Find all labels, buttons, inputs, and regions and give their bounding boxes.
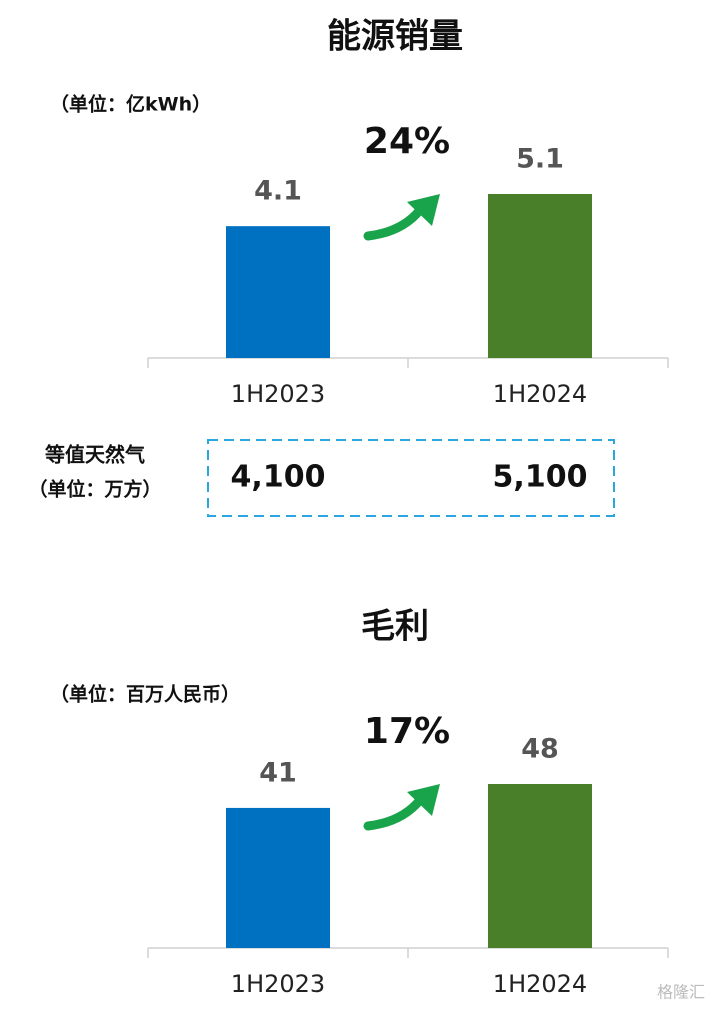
value-label: 5.1	[516, 144, 564, 175]
growth-arrowhead	[407, 194, 440, 226]
x-tick-label: 1H2023	[231, 380, 325, 408]
growth-arrowhead	[407, 784, 440, 816]
x-tick-label: 1H2024	[493, 970, 587, 998]
growth-arrow	[363, 795, 425, 831]
x-tick-label: 1H2023	[231, 970, 325, 998]
equivalent-unit: （单位：万方）	[28, 478, 161, 501]
growth-annotation: 17%	[364, 711, 450, 752]
chart-title: 毛利	[361, 607, 429, 647]
bar	[226, 226, 330, 358]
equivalent-label: 等值天然气	[45, 443, 145, 467]
value-label: 48	[521, 734, 559, 765]
watermark: 格隆汇	[657, 983, 705, 1002]
equivalent-value: 5,100	[493, 460, 588, 495]
value-label: 41	[259, 757, 297, 788]
bar	[226, 807, 330, 948]
growth-arrow	[363, 205, 425, 241]
bar	[488, 194, 592, 358]
equivalent-value: 4,100	[231, 460, 326, 495]
x-tick-label: 1H2024	[493, 380, 587, 408]
unit-label: （单位：百万人民币）	[50, 683, 240, 706]
value-label: 4.1	[254, 176, 302, 207]
growth-annotation: 24%	[364, 121, 450, 162]
chart-title: 能源销量	[327, 17, 463, 57]
unit-label: （单位：亿kWh）	[50, 93, 211, 116]
bar	[488, 784, 592, 948]
